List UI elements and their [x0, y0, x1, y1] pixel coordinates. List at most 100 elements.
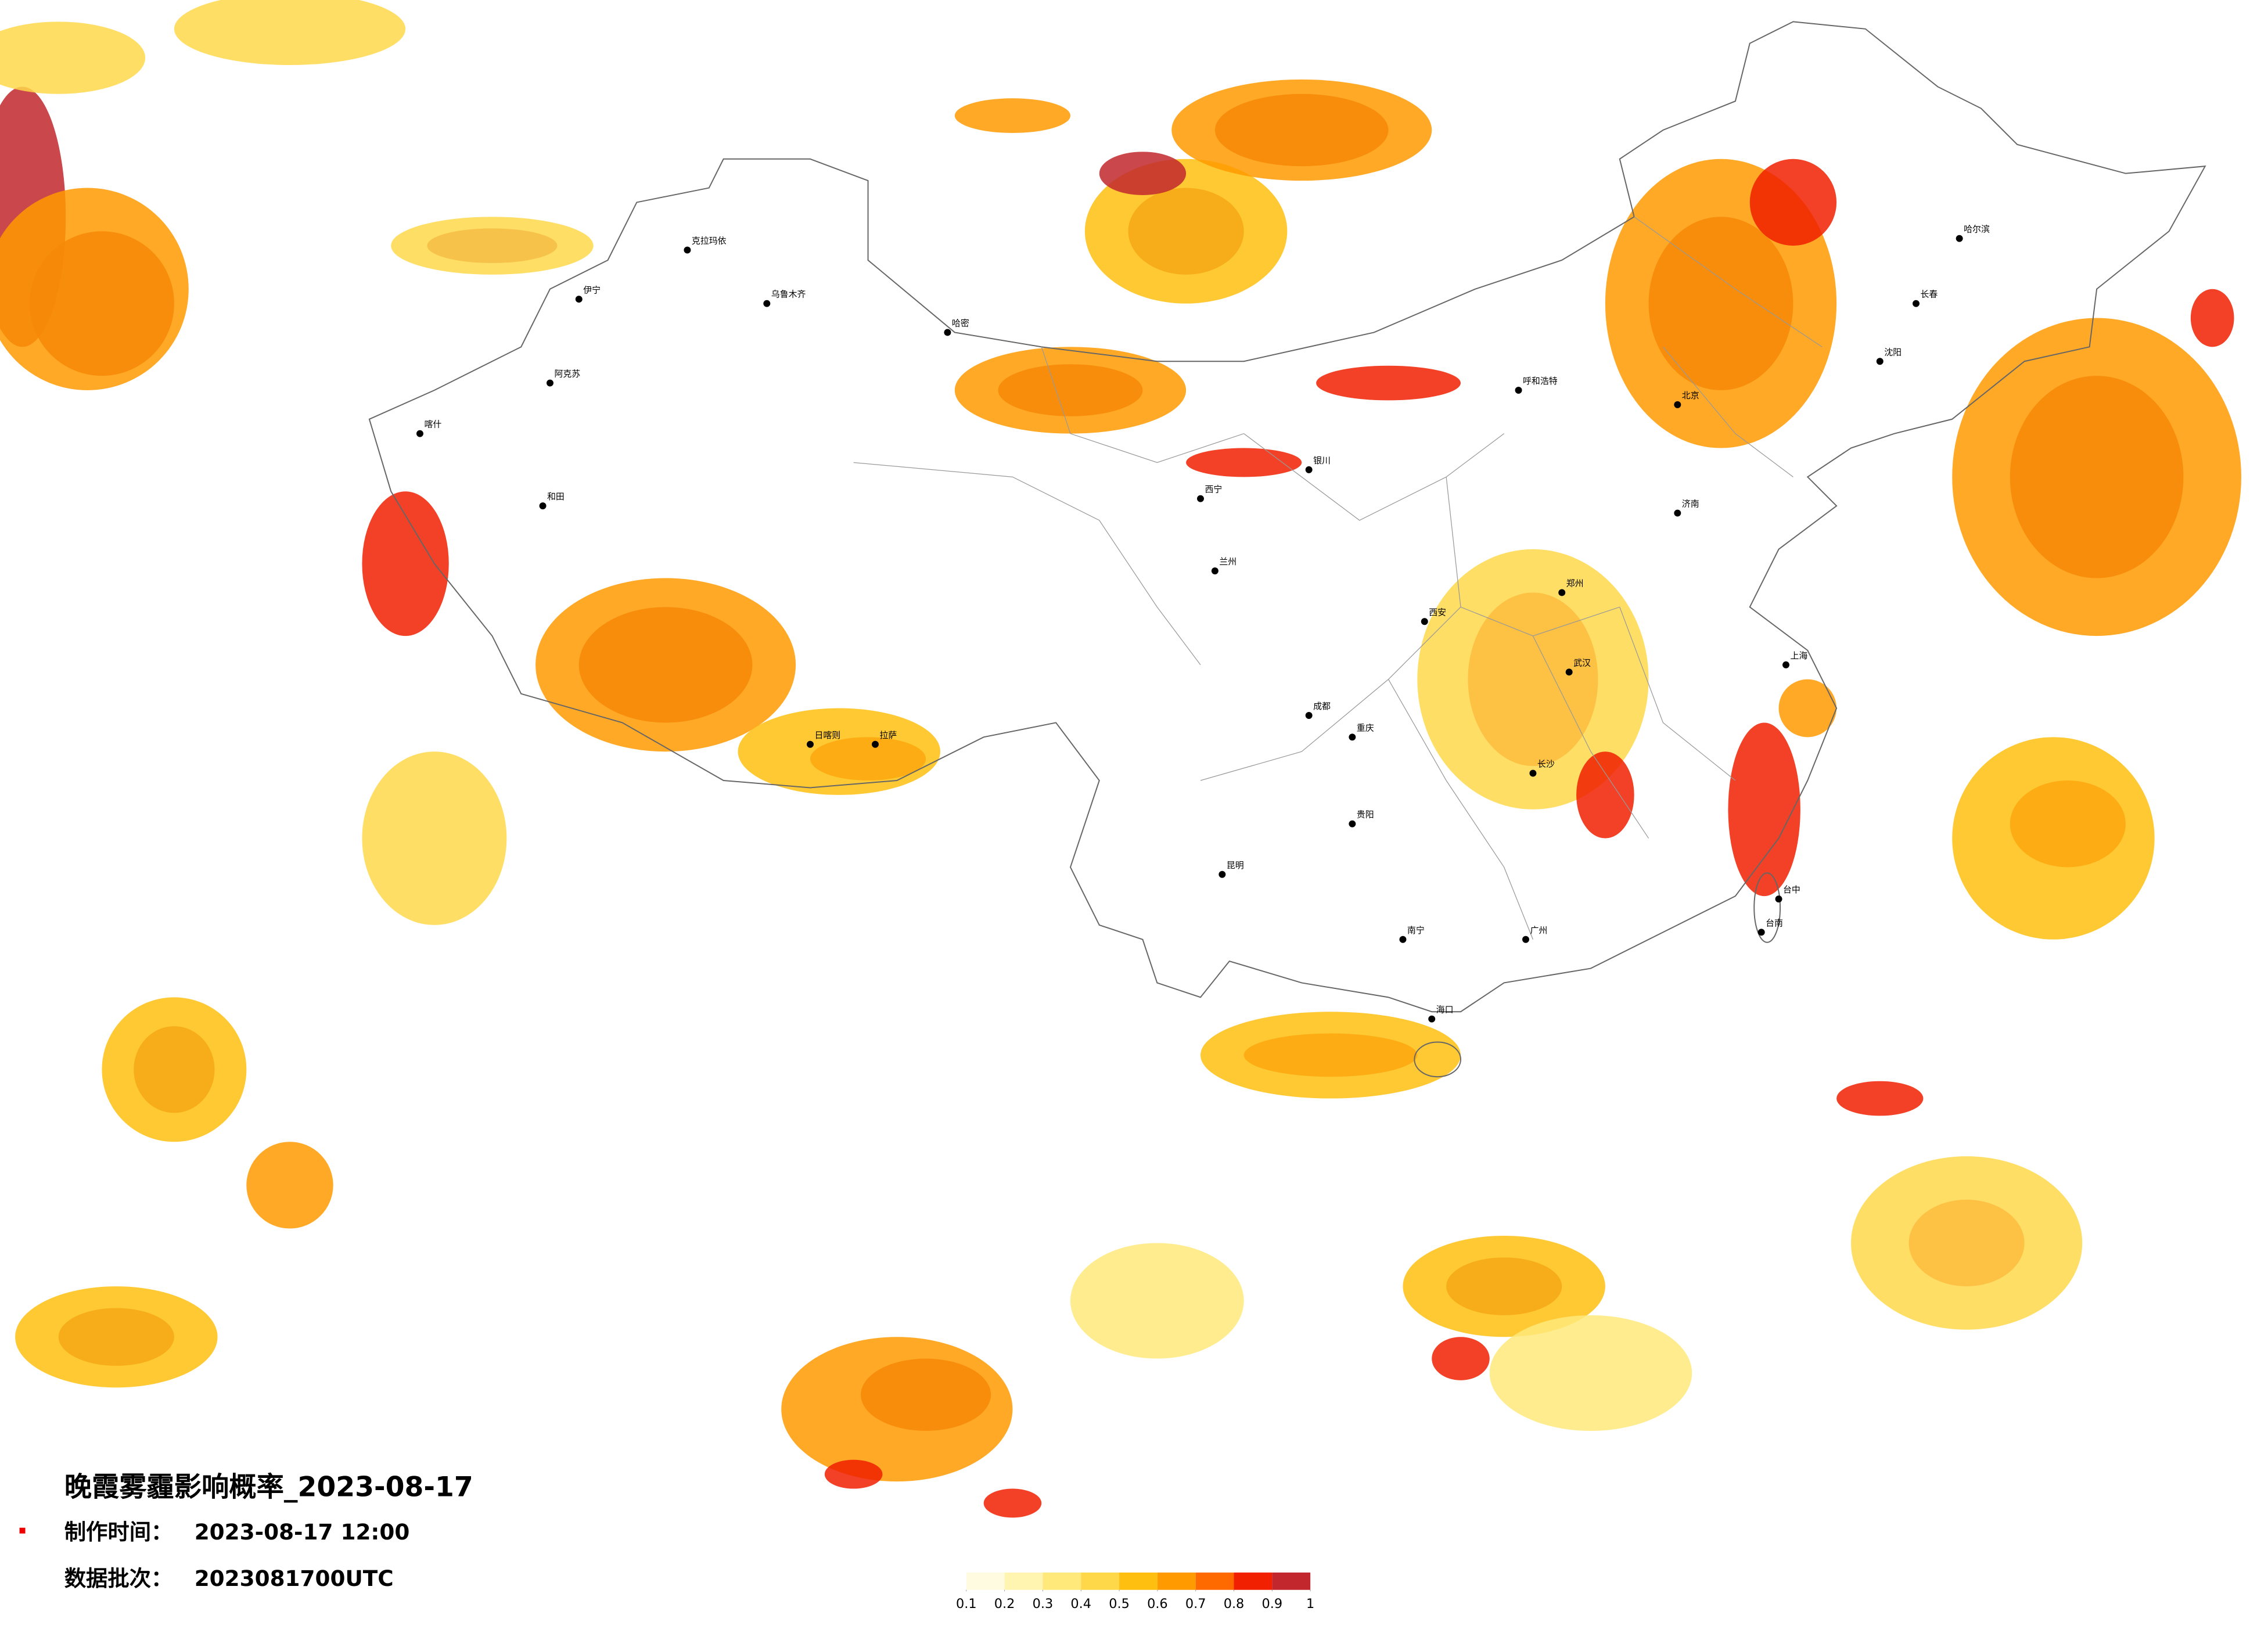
heat-patch — [1186, 448, 1302, 477]
heat-patch — [535, 578, 796, 752]
heat-patch — [102, 997, 247, 1142]
heat-patch — [246, 1142, 333, 1229]
heat-patch — [391, 217, 594, 275]
city-dot — [1674, 509, 1681, 517]
heat-patch — [1836, 1081, 1924, 1116]
legend-label: 0.6 — [1147, 1596, 1168, 1611]
legend-swatch — [966, 1572, 1005, 1590]
map-title: 晚霞雾霾影响概率_2023-08-17 — [64, 1472, 473, 1503]
heat-patch — [1952, 737, 2155, 940]
heat-patch — [1489, 1315, 1692, 1431]
china-border — [368, 21, 2206, 1013]
city-label: 长沙 — [1537, 759, 1555, 769]
heat-patch — [1070, 1243, 1244, 1359]
heat-patch — [1417, 549, 1649, 810]
city-label: 喀什 — [424, 419, 441, 430]
city-dot — [944, 329, 951, 336]
city-label: 伊宁 — [583, 285, 601, 295]
legend-swatch — [1157, 1572, 1196, 1590]
batch: 2023081700UTC — [195, 1566, 394, 1591]
city-dot — [1197, 495, 1204, 502]
heat-patch — [781, 1337, 1013, 1482]
city-label: 北京 — [1682, 390, 1699, 401]
heat-patch — [1099, 152, 1187, 195]
city-dot — [763, 300, 771, 307]
city-label: 郑州 — [1566, 578, 1584, 589]
legend-label: 0.9 — [1262, 1596, 1283, 1611]
city-label: 广州 — [1530, 925, 1547, 936]
heat-patch — [1403, 1236, 1605, 1337]
city-label: 和田 — [547, 491, 565, 502]
heat-patch — [1316, 365, 1461, 401]
legend-label: 0.3 — [1033, 1596, 1054, 1611]
city-dot — [1399, 936, 1407, 943]
city-dot — [1674, 401, 1681, 408]
hainan — [1414, 1041, 1461, 1078]
legend-label: 0.2 — [994, 1596, 1015, 1611]
city-label: 日喀则 — [814, 730, 840, 740]
city-label: 海口 — [1436, 1005, 1454, 1015]
heat-patch — [1728, 722, 1800, 897]
city-label: 武汉 — [1573, 657, 1591, 668]
legend-swatch — [1043, 1572, 1081, 1590]
city-dot — [1421, 618, 1428, 625]
province-borders — [853, 216, 1823, 940]
city-dot — [1529, 769, 1537, 777]
city-label: 哈尔滨 — [1964, 224, 1990, 235]
city-dot — [539, 502, 547, 510]
city-label: 济南 — [1682, 499, 1699, 509]
city-dot — [1558, 589, 1566, 596]
city-dot — [1211, 567, 1219, 575]
heat-patch — [1778, 679, 1837, 738]
legend-label: 0.5 — [1109, 1596, 1130, 1611]
city-label: 上海 — [1790, 650, 1807, 661]
city-dot — [1349, 733, 1356, 741]
heat-patch — [174, 0, 406, 65]
city-dot — [1428, 1015, 1436, 1023]
legend-swatch — [1195, 1572, 1234, 1590]
city-label: 沈阳 — [1884, 347, 1902, 357]
city-label: 昆明 — [1227, 860, 1244, 870]
city-dot — [416, 430, 423, 437]
heat-patch — [1432, 1337, 1490, 1380]
heat-patch — [1850, 1156, 2083, 1330]
city-label: 西宁 — [1205, 484, 1222, 495]
city-label: 南宁 — [1407, 925, 1425, 936]
city-label: 长春 — [1920, 289, 1938, 300]
legend-swatch — [1119, 1572, 1158, 1590]
heat-patch — [362, 491, 449, 636]
heat-patch — [1171, 79, 1432, 181]
legend-label: 0.4 — [1070, 1596, 1091, 1611]
heat-patch — [362, 751, 507, 925]
legend-label: 1 — [1306, 1596, 1314, 1611]
city-dot — [1956, 235, 1963, 242]
city-label: 银川 — [1313, 455, 1331, 466]
city-label: 台南 — [1766, 918, 1783, 928]
heat-patch — [954, 98, 1070, 133]
heat-patch — [1200, 1012, 1461, 1099]
legend-swatch — [1234, 1572, 1273, 1590]
city-dot — [1515, 387, 1522, 394]
city-dot — [575, 296, 583, 303]
heat-patch — [0, 21, 146, 94]
taiwan — [1753, 872, 1781, 943]
legend-swatch — [1081, 1572, 1120, 1590]
city-label: 哈密 — [952, 318, 969, 329]
heat-patch — [15, 1286, 218, 1388]
city-label: 重庆 — [1357, 722, 1374, 733]
heat-patch — [954, 347, 1187, 434]
city-dot — [1305, 466, 1313, 473]
city-label: 台中 — [1783, 884, 1800, 895]
city-dot — [1757, 929, 1765, 936]
city-dot — [1913, 300, 1920, 307]
batch-label: 数据批次： — [64, 1566, 173, 1591]
marker — [19, 1527, 26, 1534]
legend-swatch — [1004, 1572, 1043, 1590]
heat-patch — [1084, 159, 1288, 304]
heat-patch — [738, 708, 940, 795]
heat-patch — [1952, 318, 2241, 636]
city-label: 成都 — [1313, 701, 1331, 711]
heat-patch — [983, 1488, 1042, 1518]
